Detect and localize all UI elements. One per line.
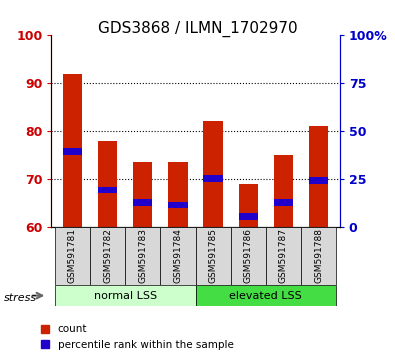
Text: stress: stress	[4, 293, 37, 303]
FancyBboxPatch shape	[231, 227, 266, 285]
Bar	[168, 202, 188, 209]
Text: GSM591781: GSM591781	[68, 228, 77, 283]
Bar	[274, 155, 293, 227]
FancyBboxPatch shape	[266, 227, 301, 285]
Text: GSM591787: GSM591787	[279, 228, 288, 283]
Bar	[63, 148, 82, 155]
FancyBboxPatch shape	[160, 227, 196, 285]
FancyBboxPatch shape	[125, 227, 160, 285]
Text: GSM591782: GSM591782	[103, 228, 112, 283]
Text: GDS3868 / ILMN_1702970: GDS3868 / ILMN_1702970	[98, 21, 297, 38]
Bar	[133, 199, 152, 206]
Bar	[203, 121, 223, 227]
Text: GSM591786: GSM591786	[244, 228, 253, 283]
Text: GSM591788: GSM591788	[314, 228, 323, 283]
FancyBboxPatch shape	[55, 285, 196, 306]
FancyBboxPatch shape	[55, 227, 90, 285]
Text: GSM591783: GSM591783	[138, 228, 147, 283]
Bar	[239, 213, 258, 220]
Bar	[203, 176, 223, 182]
Bar	[309, 126, 328, 227]
Text: normal LSS: normal LSS	[94, 291, 157, 301]
Bar	[98, 141, 117, 227]
Bar	[63, 74, 82, 227]
Text: GSM591785: GSM591785	[209, 228, 218, 283]
FancyBboxPatch shape	[301, 227, 336, 285]
Bar	[98, 187, 117, 193]
Bar	[133, 162, 152, 227]
FancyBboxPatch shape	[90, 227, 125, 285]
Bar	[274, 199, 293, 206]
FancyBboxPatch shape	[196, 227, 231, 285]
Bar	[309, 177, 328, 183]
Legend: count, percentile rank within the sample: count, percentile rank within the sample	[37, 320, 238, 354]
Text: GSM591784: GSM591784	[173, 228, 182, 283]
Bar	[239, 183, 258, 227]
Bar	[168, 162, 188, 227]
Text: elevated LSS: elevated LSS	[229, 291, 302, 301]
FancyBboxPatch shape	[196, 285, 336, 306]
